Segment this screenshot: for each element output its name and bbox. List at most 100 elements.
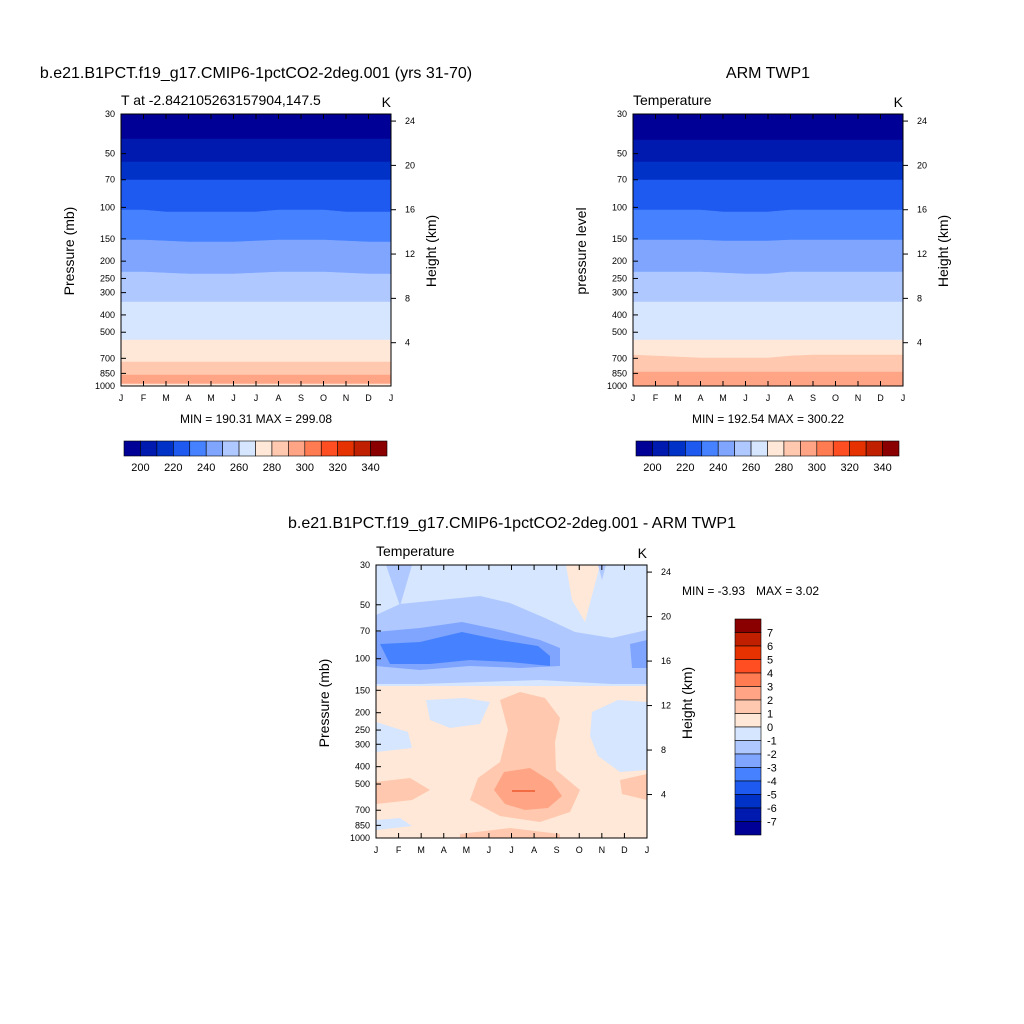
contour-band-7	[120, 239, 392, 275]
panel2-y-axis-label: pressure level	[573, 207, 589, 294]
contour-band-7	[632, 239, 904, 275]
contour-band-10	[120, 339, 392, 363]
diff-region-neg0to1-right	[590, 700, 647, 772]
colorbar-label: 280	[263, 462, 281, 474]
panel2-xtick-label: J	[743, 393, 748, 403]
panel2-y2-axis-label: Height (km)	[935, 215, 951, 287]
panel1-axes: 30 50 70 100 150 200 250 300 400 500 700 850 1000 24 2…	[95, 109, 415, 403]
contour-band-11	[120, 361, 392, 376]
panel2-y2tick-label: 8	[917, 293, 922, 303]
panel3-stats-min: MIN = -3.93	[682, 584, 745, 598]
panel3-axes: 30 50 70 100 150 200 250 300 400 500 700 850 1000 24 2…	[350, 560, 671, 855]
panel2-ytick-label: 100	[612, 202, 627, 212]
colorbar-box	[734, 794, 762, 809]
colorbar-box	[783, 440, 801, 457]
panel2-y2tick-label: 16	[917, 205, 927, 215]
colorbar-box	[123, 440, 141, 457]
colorbar-box	[734, 767, 762, 782]
colorbar-box	[865, 440, 883, 457]
panel1-y2tick-label: 8	[405, 293, 410, 303]
panel1-xtick-label: M	[207, 393, 215, 403]
panel3-stats-max: MAX = 3.02	[756, 584, 819, 598]
colorbar-label: 220	[164, 462, 182, 474]
contour-band-9	[632, 301, 904, 341]
colorbar-box	[668, 440, 686, 457]
contour-band-4	[632, 161, 904, 181]
colorbar-label: 240	[709, 462, 727, 474]
panel2-ytick-label: 250	[612, 273, 627, 283]
colorbar-box	[156, 440, 174, 457]
panel3-y-axis-label: Pressure (mb)	[316, 659, 332, 748]
panel3-colorbar: 76 54 32 10 -1-2 -3-4 -5-6 -7	[734, 618, 777, 836]
panel3-ytick-label: 700	[355, 805, 370, 815]
contour-band-9	[120, 301, 392, 341]
panel2-xtick-label: J	[766, 393, 771, 403]
contour-band-8	[632, 271, 904, 303]
diff-region-1to2-surface	[460, 828, 560, 838]
contour-band-6	[632, 209, 904, 242]
diff-region-neg2to3-right	[630, 640, 647, 668]
panel1-xtick-label: D	[365, 393, 372, 403]
panel2-ytick-label: 400	[612, 310, 627, 320]
panel2-axes: 30 50 70 100 150 200 250 300 400 500 700 850 1000 24 2…	[607, 109, 927, 403]
panel1-ytick-label: 1000	[95, 381, 115, 391]
panel1-xtick-label: O	[320, 393, 327, 403]
panel1-units-label: K	[382, 94, 392, 110]
colorbar-label: 6	[767, 641, 773, 653]
panel3-xtick-label: S	[554, 845, 560, 855]
colorbar-box	[370, 440, 388, 457]
colorbar-box	[734, 821, 762, 836]
panel1-contour-fill	[120, 113, 392, 386]
panel2-xtick-label: N	[855, 393, 862, 403]
panel2-xtick-label: M	[719, 393, 727, 403]
colorbar-box	[304, 440, 322, 457]
colorbar-label: -5	[767, 790, 777, 802]
diff-region-1to2-right	[620, 774, 647, 800]
panel2-title: ARM TWP1	[726, 65, 810, 82]
panel2-xtick-label: A	[697, 393, 703, 403]
colorbar-box	[734, 713, 762, 728]
panel3-ytick-label: 1000	[350, 833, 370, 843]
panel1-colorbar: 200 220 240 260 280 300 320 340	[123, 440, 388, 474]
panel1-xtick-label: M	[162, 393, 170, 403]
panel1-ytick-label: 700	[100, 353, 115, 363]
colorbar-box	[255, 440, 273, 457]
colorbar-box	[734, 726, 762, 741]
colorbar-label: 200	[131, 462, 149, 474]
panel3-ytick-label: 500	[355, 779, 370, 789]
panel1-y2tick-label: 4	[405, 338, 410, 348]
panel1-ytick-label: 150	[100, 234, 115, 244]
panel1-xtick-label: J	[119, 393, 124, 403]
contour-band-3	[120, 138, 392, 163]
panel3-xtick-label: A	[441, 845, 447, 855]
panel2-contour-fill	[632, 113, 904, 386]
colorbar-box	[652, 440, 670, 457]
colorbar-box	[353, 440, 371, 457]
panel2-ytick-label: 30	[617, 109, 627, 119]
panel3-ytick-label: 400	[355, 762, 370, 772]
panel2-xtick-label: J	[631, 393, 636, 403]
contour-band-6	[120, 209, 392, 243]
colorbar-box	[767, 440, 785, 457]
colorbar-label: 320	[329, 462, 347, 474]
panel1-ytick-label: 30	[105, 109, 115, 119]
colorbar-box	[734, 672, 762, 687]
panel1-y-axis-label: Pressure (mb)	[61, 207, 77, 296]
panel3-ytick-label: 100	[355, 654, 370, 664]
colorbar-box	[882, 440, 900, 457]
panel2-xtick-label: A	[787, 393, 793, 403]
colorbar-label: 260	[742, 462, 760, 474]
panel3-y2tick-label: 8	[661, 745, 666, 755]
panel3-ytick-label: 50	[360, 600, 370, 610]
contour-band-5	[632, 179, 904, 213]
diff-region-neg1to2-top-right	[598, 565, 606, 580]
panel3-contour-fill	[376, 565, 647, 838]
panel3-xtick-label: O	[576, 845, 583, 855]
panel2-ytick-label: 850	[612, 368, 627, 378]
colorbar-label: 200	[643, 462, 661, 474]
colorbar-box	[734, 686, 762, 701]
colorbar-label: 0	[767, 722, 773, 734]
colorbar-box	[734, 740, 762, 755]
colorbar-label: 7	[767, 628, 773, 640]
panel2-left-label: Temperature	[633, 92, 712, 108]
